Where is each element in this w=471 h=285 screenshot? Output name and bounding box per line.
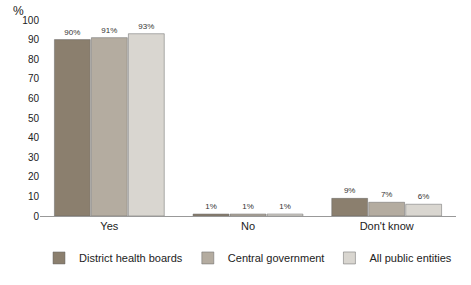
- svg-text:50: 50: [28, 113, 40, 124]
- svg-text:20: 20: [28, 171, 40, 182]
- svg-text:10: 10: [28, 191, 40, 202]
- svg-text:Don't know: Don't know: [360, 220, 414, 232]
- svg-text:91%: 91%: [101, 26, 117, 35]
- svg-text:District health boards: District health boards: [79, 252, 183, 264]
- svg-text:30: 30: [28, 152, 40, 163]
- svg-text:100: 100: [22, 15, 39, 26]
- svg-text:1%: 1%: [205, 202, 217, 211]
- svg-text:%: %: [13, 4, 24, 18]
- svg-text:9%: 9%: [344, 186, 356, 195]
- svg-text:90%: 90%: [64, 28, 80, 37]
- svg-text:70: 70: [28, 73, 40, 84]
- svg-text:1%: 1%: [242, 202, 254, 211]
- svg-text:Central government: Central government: [228, 252, 325, 264]
- svg-text:90: 90: [28, 34, 40, 45]
- svg-text:60: 60: [28, 93, 40, 104]
- svg-text:80: 80: [28, 54, 40, 65]
- svg-text:6%: 6%: [418, 192, 430, 201]
- svg-text:Yes: Yes: [100, 220, 118, 232]
- svg-text:93%: 93%: [138, 22, 154, 31]
- svg-text:1%: 1%: [279, 202, 291, 211]
- svg-text:40: 40: [28, 132, 40, 143]
- svg-text:7%: 7%: [381, 190, 393, 199]
- svg-text:No: No: [241, 220, 255, 232]
- svg-text:All public entities: All public entities: [369, 252, 451, 264]
- svg-text:0: 0: [33, 211, 39, 222]
